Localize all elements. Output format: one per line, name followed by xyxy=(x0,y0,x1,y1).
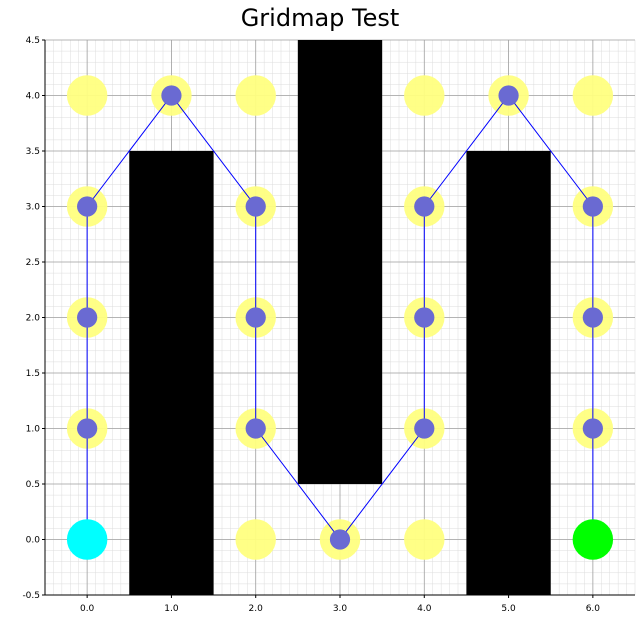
goal-marker xyxy=(572,519,614,560)
x-tick-label: 1.0 xyxy=(164,604,179,614)
y-tick-label: 2.0 xyxy=(26,314,41,324)
y-tick-label: 4.0 xyxy=(26,92,41,102)
start-marker xyxy=(66,519,108,560)
path-node xyxy=(77,307,98,328)
x-tick-label: 0.0 xyxy=(80,604,95,614)
axes: 0.0 1.0 2.0 3.0 4.0 5.0 6.0 -0.5 0.0 0.5 1.0 1.5 2.0… xyxy=(22,36,635,614)
x-tick-label: 3.0 xyxy=(333,604,348,614)
y-tick-label: 3.0 xyxy=(26,203,41,213)
path-node xyxy=(414,418,435,439)
x-tick-label: 5.0 xyxy=(501,604,516,614)
path-node xyxy=(77,418,98,439)
obstacles xyxy=(129,40,551,595)
y-tick-label: -0.5 xyxy=(22,591,40,601)
path-node xyxy=(414,196,435,217)
obstacle xyxy=(466,151,551,595)
obstacle xyxy=(297,40,383,484)
y-tick-label: 0.5 xyxy=(26,480,40,490)
path-node xyxy=(414,307,435,328)
path-nodes xyxy=(66,85,614,560)
x-tick-label: 4.0 xyxy=(417,604,432,614)
y-tick-label: 3.5 xyxy=(26,147,40,157)
path-node xyxy=(582,307,603,328)
x-tick-label: 2.0 xyxy=(249,604,264,614)
y-tick-label: 4.5 xyxy=(26,36,40,46)
y-tick-label: 0.0 xyxy=(26,536,41,546)
free-cell xyxy=(66,75,108,116)
y-tick-label: 1.0 xyxy=(26,425,41,435)
path-node xyxy=(582,196,603,217)
path-node xyxy=(161,85,182,106)
free-cell xyxy=(404,519,445,560)
y-tick-label: 1.5 xyxy=(26,369,40,379)
y-tick-label: 2.5 xyxy=(26,258,40,268)
path-node xyxy=(329,529,351,550)
path-node xyxy=(245,307,266,328)
path-node xyxy=(245,418,266,439)
path-node xyxy=(582,418,603,439)
x-tick-label: 6.0 xyxy=(586,604,601,614)
path-node xyxy=(77,196,98,217)
chart-title: Gridmap Test xyxy=(240,4,400,32)
path-node xyxy=(498,85,519,106)
free-cell xyxy=(572,75,614,116)
path-node xyxy=(245,196,266,217)
free-cell xyxy=(235,75,276,116)
free-cell xyxy=(235,519,276,560)
free-cell xyxy=(404,75,445,116)
obstacle xyxy=(129,151,214,595)
